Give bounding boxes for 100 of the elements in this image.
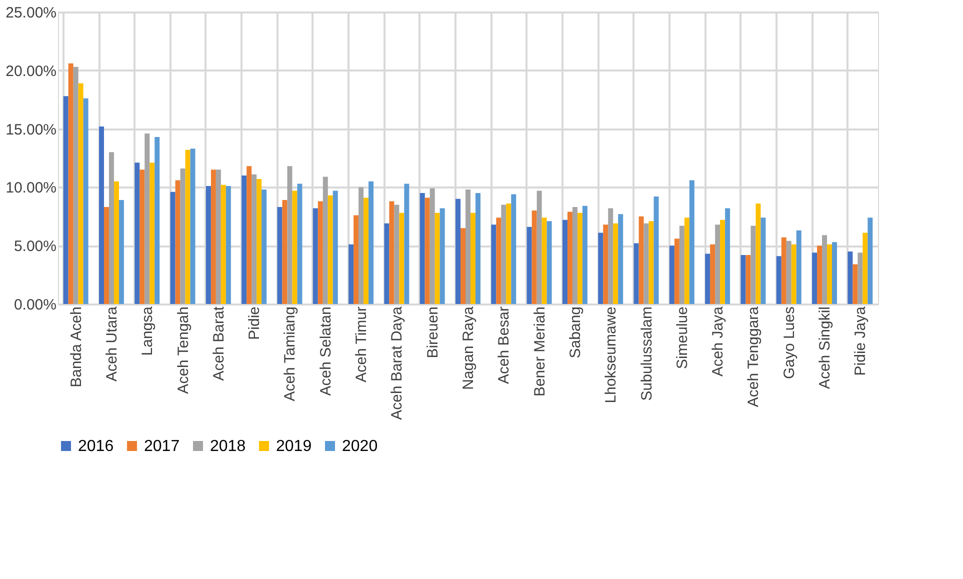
x-tick-label: Aceh Selatan — [317, 306, 334, 396]
x-tick-label: Aceh Tenggara — [745, 306, 762, 408]
bar — [312, 208, 318, 304]
bar — [598, 232, 604, 304]
bar — [292, 190, 298, 304]
bar — [720, 220, 726, 304]
x-tick-label: Aceh Singkil — [816, 306, 834, 390]
bar — [715, 224, 720, 304]
bar — [226, 186, 231, 304]
x-tick-label: Aceh Utara — [103, 306, 120, 382]
bar — [526, 226, 532, 304]
bar — [705, 254, 710, 304]
x-tick-label: Nagan Raya — [460, 306, 477, 390]
bar — [440, 208, 445, 304]
bar — [674, 238, 680, 304]
bar — [252, 174, 257, 304]
bar — [358, 187, 364, 304]
bar — [78, 83, 84, 304]
x-tick-label: Bener Meriah — [531, 306, 548, 397]
bar — [256, 179, 262, 304]
bar — [470, 212, 476, 304]
bar — [140, 170, 145, 304]
bar — [277, 207, 282, 304]
bar — [328, 195, 333, 304]
bar — [246, 166, 252, 304]
bar — [424, 198, 430, 304]
bar — [175, 180, 180, 304]
bar — [430, 188, 435, 304]
bar — [817, 246, 822, 304]
bar — [134, 162, 140, 304]
bar — [220, 184, 226, 304]
bar — [577, 212, 582, 304]
bar — [491, 224, 496, 304]
bar — [868, 218, 873, 304]
bar — [608, 208, 614, 304]
bar — [384, 223, 390, 304]
x-tick-label: Aceh Timur — [353, 306, 370, 382]
bar — [394, 204, 400, 304]
x-tick-label: Pidie Jaya — [852, 306, 870, 376]
bar — [562, 220, 568, 304]
bar — [322, 176, 328, 304]
bar — [603, 224, 608, 304]
bar — [348, 244, 354, 304]
bar — [546, 221, 552, 304]
bar — [679, 226, 684, 304]
bar — [862, 232, 868, 304]
legend-label: 2020 — [342, 438, 378, 455]
x-tick-label: Pidie — [246, 306, 264, 340]
bar — [791, 244, 796, 304]
bar — [689, 180, 694, 304]
x-tick-label: Bireuen — [424, 306, 442, 358]
bar — [456, 198, 461, 304]
bar — [282, 200, 288, 304]
bar — [354, 215, 359, 304]
y-tick-label: 25.00% — [6, 4, 56, 22]
bar — [185, 150, 190, 304]
bar — [466, 190, 470, 304]
x-tick-label: Aceh Jaya — [710, 306, 727, 377]
legend-label: 2019 — [276, 438, 312, 455]
bar — [511, 194, 516, 304]
bar — [648, 221, 654, 304]
x-tick-label: Aceh Besar — [496, 306, 513, 384]
bar — [404, 184, 410, 304]
bar — [389, 201, 394, 304]
bar — [756, 204, 761, 304]
x-tick-label: Banda Aceh — [68, 306, 85, 388]
bar — [567, 212, 572, 304]
bar — [812, 252, 818, 304]
x-tick-label: Aceh Barat Daya — [388, 306, 406, 420]
bar — [532, 210, 537, 304]
bar — [750, 226, 756, 304]
bar — [332, 190, 338, 304]
y-tick-label: 15.00% — [6, 121, 56, 138]
bar — [536, 190, 542, 304]
bar — [98, 126, 104, 304]
bar — [827, 244, 832, 304]
bar — [582, 206, 588, 304]
bar — [242, 176, 247, 304]
bar — [364, 198, 369, 304]
bar — [725, 208, 730, 304]
y-tick-label: 20.00% — [6, 62, 56, 80]
bar — [760, 218, 766, 304]
bar — [170, 192, 176, 304]
bar — [216, 170, 221, 304]
bar — [852, 264, 858, 304]
x-tick-label: Gayo Lues — [780, 306, 798, 380]
bar — [108, 152, 114, 304]
x-tick-label: Subulussalam — [638, 306, 656, 401]
bar — [669, 246, 674, 304]
bar — [399, 212, 404, 304]
bar — [460, 228, 466, 304]
bar — [206, 186, 211, 304]
x-tick-label: Sabang — [566, 306, 584, 358]
bar — [506, 204, 512, 304]
x-tick-label: Aceh Tengah — [174, 306, 192, 394]
bar — [746, 254, 751, 304]
bar — [613, 223, 618, 304]
bar — [73, 66, 78, 304]
bar — [114, 181, 119, 304]
bar — [740, 254, 746, 304]
